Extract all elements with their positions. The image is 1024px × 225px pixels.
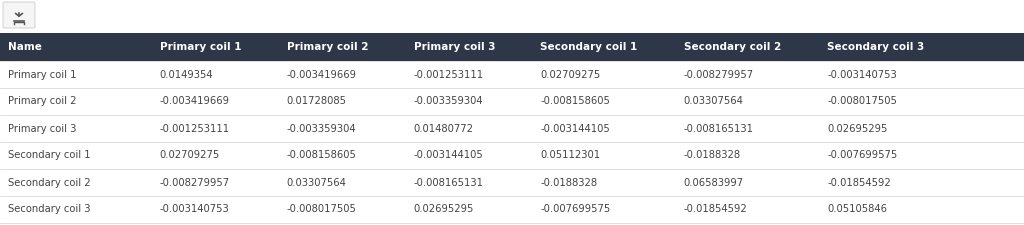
Text: -0.008279957: -0.008279957 [160,178,229,187]
Text: -0.0188328: -0.0188328 [541,178,598,187]
Text: -0.01854592: -0.01854592 [684,205,748,214]
Text: 0.06583997: 0.06583997 [684,178,744,187]
Text: Secondary coil 1: Secondary coil 1 [541,42,638,52]
Text: -0.003419669: -0.003419669 [160,97,229,106]
Text: -0.001253111: -0.001253111 [160,124,229,133]
Text: Primary coil 2: Primary coil 2 [287,42,368,52]
Text: -0.007699575: -0.007699575 [827,151,897,160]
Text: Secondary coil 2: Secondary coil 2 [8,178,91,187]
Text: Primary coil 3: Primary coil 3 [414,42,495,52]
Text: 0.01728085: 0.01728085 [287,97,346,106]
Text: -0.008158605: -0.008158605 [287,151,356,160]
Bar [0,61,1024,88]
Text: 0.02695295: 0.02695295 [414,205,474,214]
Text: 0.0149354: 0.0149354 [160,70,213,79]
Text: Name: Name [8,42,42,52]
Text: -0.008017505: -0.008017505 [827,97,897,106]
Bar [0,88,1024,115]
Bar [0,169,1024,196]
Bar [0,33,1024,61]
Text: 0.02709275: 0.02709275 [160,151,220,160]
Text: -0.007699575: -0.007699575 [541,205,610,214]
Text: -0.008158605: -0.008158605 [541,97,610,106]
Text: -0.003140753: -0.003140753 [827,70,897,79]
Text: -0.003144105: -0.003144105 [414,151,483,160]
Text: -0.01854592: -0.01854592 [827,178,891,187]
Text: Primary coil 2: Primary coil 2 [8,97,77,106]
Text: -0.008279957: -0.008279957 [684,70,754,79]
Bar [0,142,1024,169]
Text: 0.03307564: 0.03307564 [287,178,346,187]
Bar [0,196,1024,223]
Text: Primary coil 3: Primary coil 3 [8,124,77,133]
Text: Primary coil 1: Primary coil 1 [160,42,241,52]
Text: -0.003359304: -0.003359304 [287,124,356,133]
Text: 0.01480772: 0.01480772 [414,124,473,133]
Text: 0.02709275: 0.02709275 [541,70,601,79]
Text: 0.02695295: 0.02695295 [827,124,888,133]
Text: -0.001253111: -0.001253111 [414,70,483,79]
Text: -0.003359304: -0.003359304 [414,97,483,106]
FancyBboxPatch shape [3,2,35,28]
Text: 0.05112301: 0.05112301 [541,151,601,160]
Text: -0.0188328: -0.0188328 [684,151,741,160]
Text: -0.003140753: -0.003140753 [160,205,229,214]
Text: Secondary coil 3: Secondary coil 3 [827,42,925,52]
Text: Secondary coil 2: Secondary coil 2 [684,42,781,52]
Text: -0.003419669: -0.003419669 [287,70,356,79]
Text: -0.003144105: -0.003144105 [541,124,610,133]
Text: 0.03307564: 0.03307564 [684,97,743,106]
Text: -0.008165131: -0.008165131 [414,178,483,187]
Text: 0.05105846: 0.05105846 [827,205,887,214]
Text: -0.008017505: -0.008017505 [287,205,356,214]
Text: Secondary coil 1: Secondary coil 1 [8,151,91,160]
Text: Primary coil 1: Primary coil 1 [8,70,77,79]
Text: -0.008165131: -0.008165131 [684,124,754,133]
Text: Secondary coil 3: Secondary coil 3 [8,205,90,214]
Bar [0,115,1024,142]
